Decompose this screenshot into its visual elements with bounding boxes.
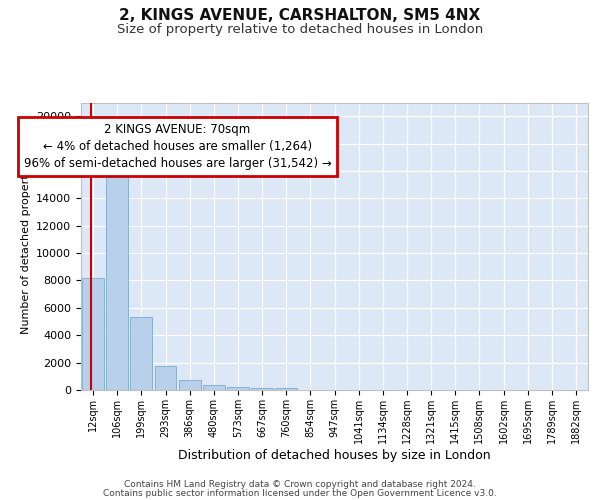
Text: Contains HM Land Registry data © Crown copyright and database right 2024.: Contains HM Land Registry data © Crown c… bbox=[124, 480, 476, 489]
Text: 2, KINGS AVENUE, CARSHALTON, SM5 4NX: 2, KINGS AVENUE, CARSHALTON, SM5 4NX bbox=[119, 8, 481, 22]
Y-axis label: Number of detached properties: Number of detached properties bbox=[20, 158, 31, 334]
Bar bbox=[275, 388, 297, 390]
Text: Size of property relative to detached houses in London: Size of property relative to detached ho… bbox=[117, 22, 483, 36]
Text: Contains public sector information licensed under the Open Government Licence v3: Contains public sector information licen… bbox=[103, 488, 497, 498]
Bar bbox=[227, 388, 249, 390]
Bar bbox=[251, 388, 273, 390]
Bar bbox=[106, 164, 128, 390]
Bar bbox=[130, 318, 152, 390]
Bar bbox=[82, 278, 104, 390]
Bar bbox=[203, 386, 224, 390]
Bar bbox=[155, 366, 176, 390]
Text: 2 KINGS AVENUE: 70sqm
← 4% of detached houses are smaller (1,264)
96% of semi-de: 2 KINGS AVENUE: 70sqm ← 4% of detached h… bbox=[23, 123, 331, 170]
X-axis label: Distribution of detached houses by size in London: Distribution of detached houses by size … bbox=[178, 448, 491, 462]
Bar bbox=[179, 380, 200, 390]
